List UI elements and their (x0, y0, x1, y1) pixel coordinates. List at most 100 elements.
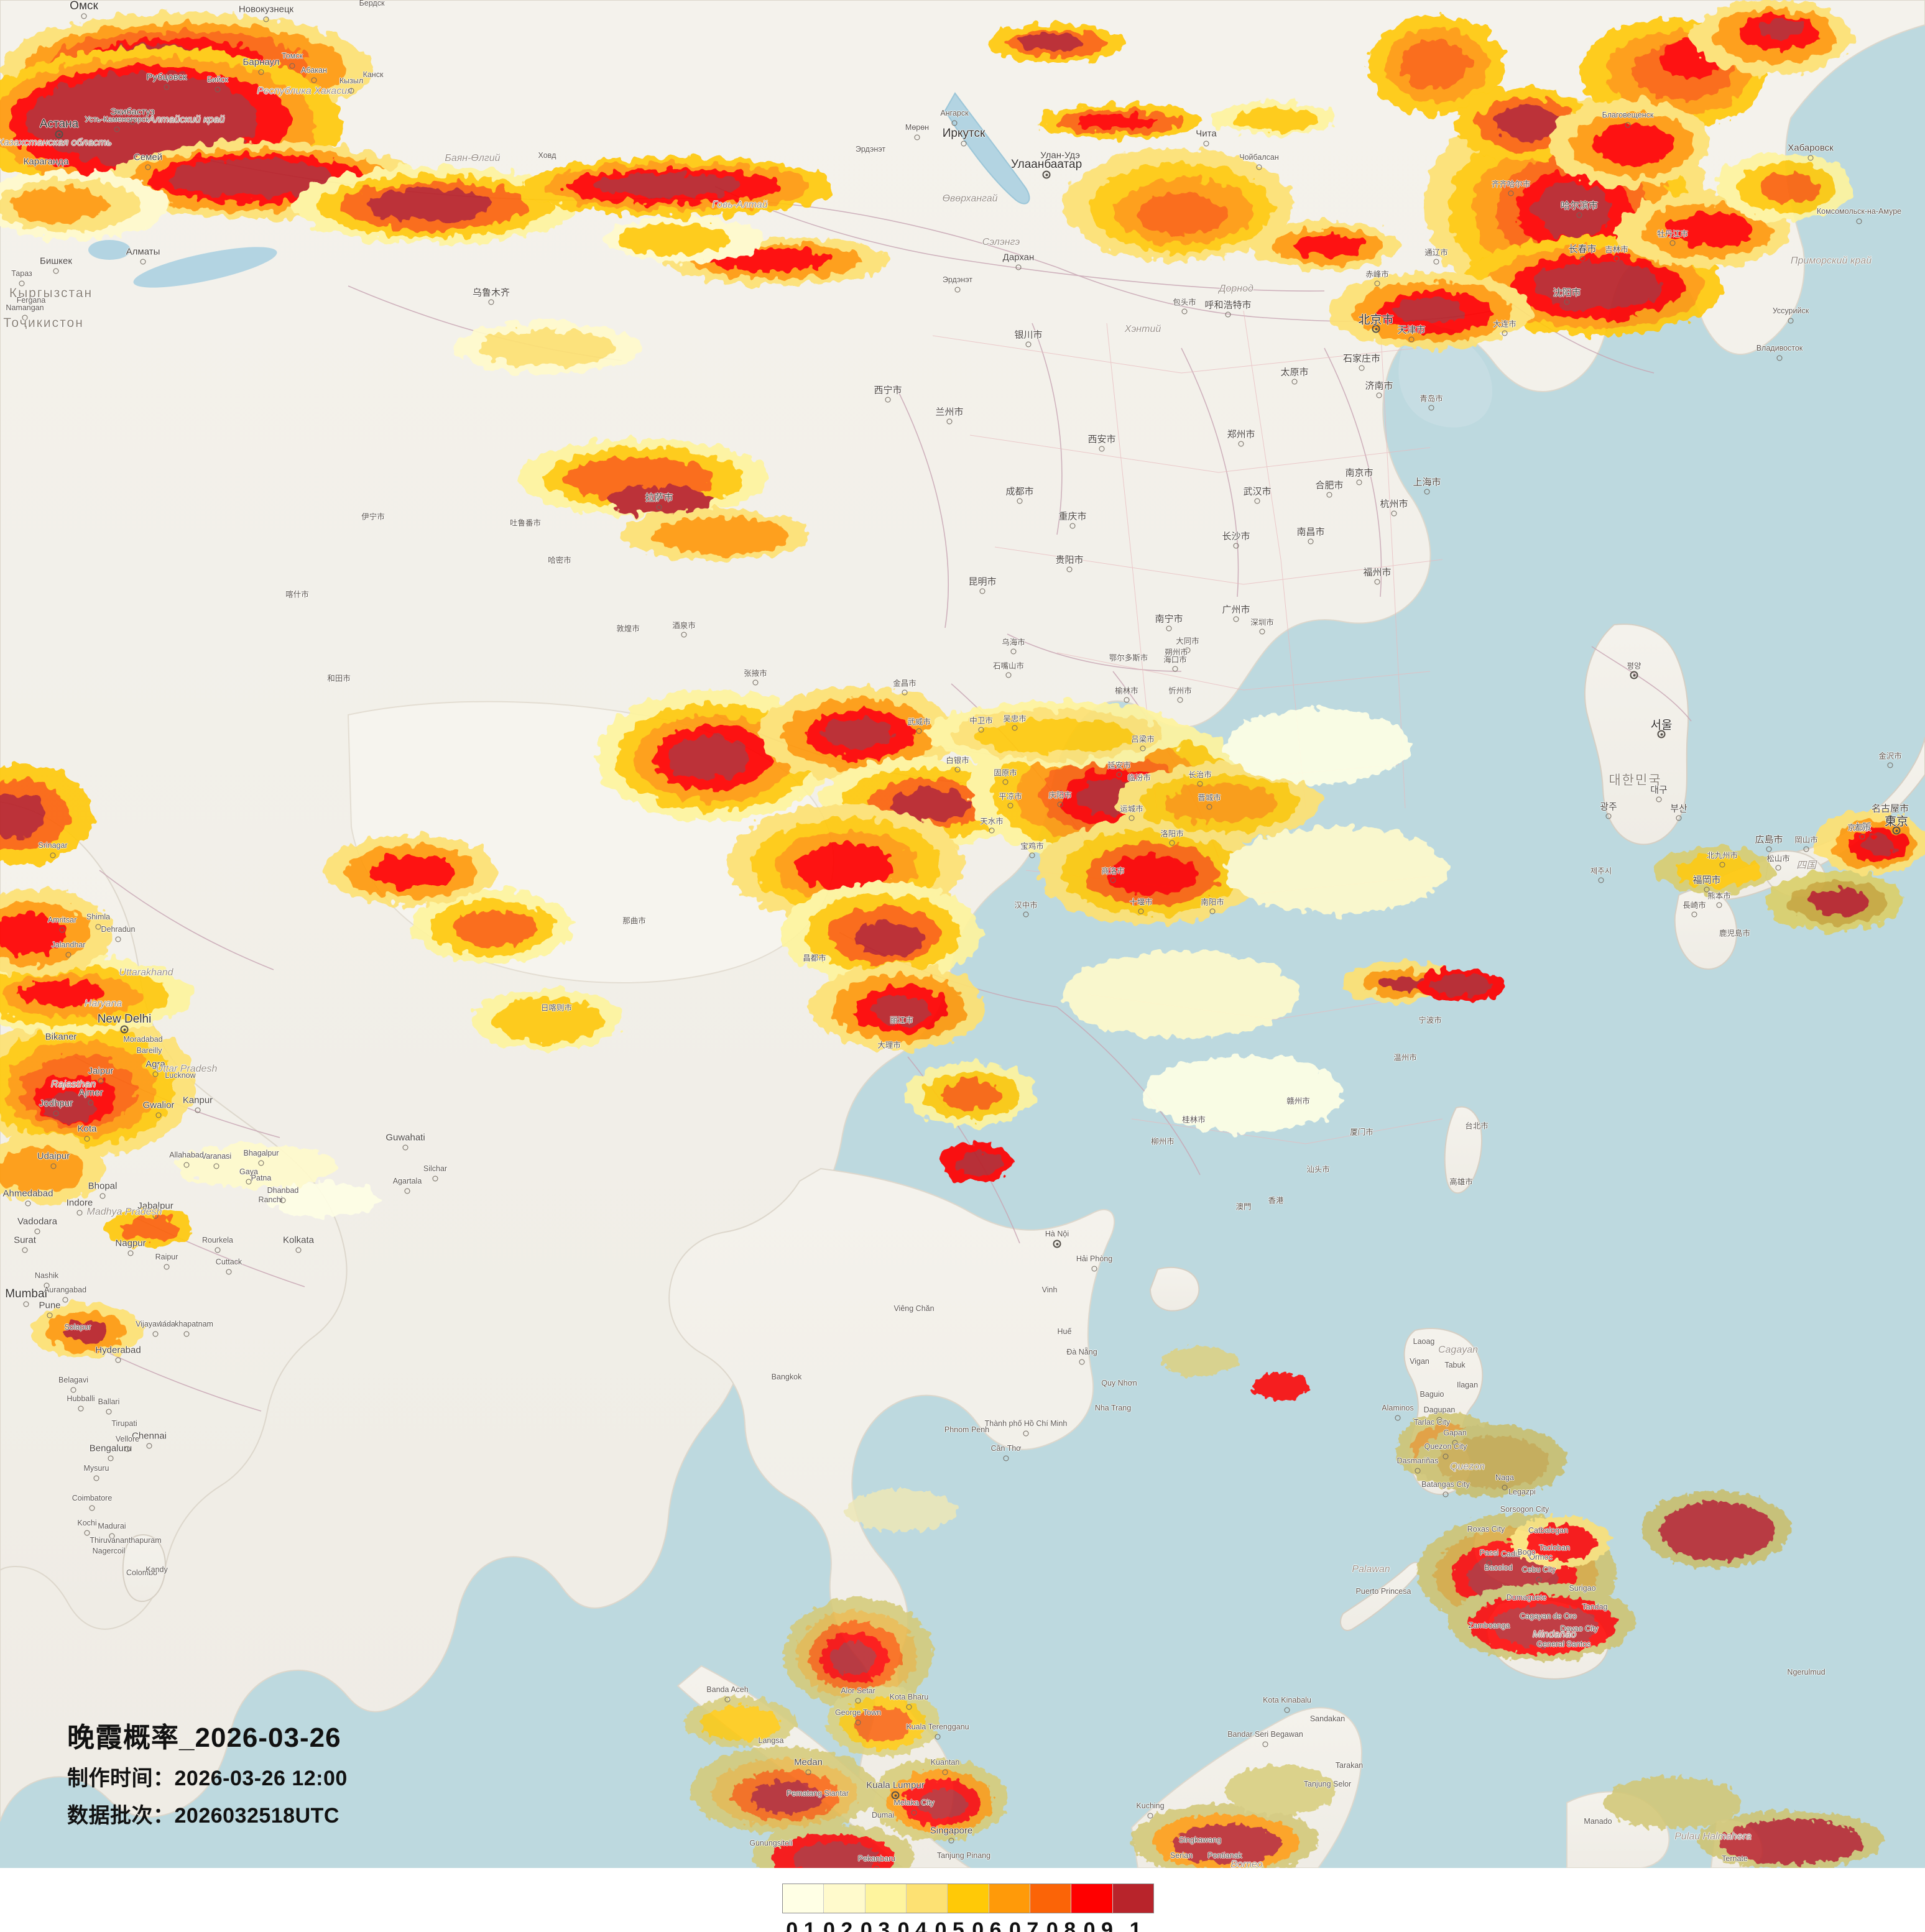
city-marker-icon (25, 1200, 31, 1207)
map-place-label: Тараз (11, 269, 32, 278)
city-marker-icon (140, 259, 146, 265)
map-place-label: Владивосток (1756, 344, 1803, 352)
map-place-label: 武威市 (907, 717, 931, 727)
map-place-label: Singkawang (1178, 1836, 1222, 1844)
map-place-label: Kolkata (282, 1235, 315, 1246)
map-place-label: Rourkela (201, 1236, 234, 1244)
city-marker-icon (146, 1443, 152, 1449)
map-place-label: 中卫市 (969, 716, 993, 725)
map-place-label: Legazpi (1508, 1488, 1536, 1496)
map-place-label: 岡山市 (1794, 835, 1818, 845)
map-place-label: Medan (794, 1757, 823, 1768)
capital-marker-icon (1892, 826, 1901, 835)
map-place-label: Colombo (126, 1568, 158, 1577)
map-place-label: Cagayan de Oro (1520, 1612, 1577, 1621)
map-place-label: Ilagan (1456, 1381, 1479, 1389)
map-place-label: Udaipur (37, 1151, 70, 1162)
city-marker-icon (951, 120, 958, 126)
map-place-label: Барнаул (242, 57, 280, 68)
city-marker-icon (289, 63, 295, 69)
city-marker-icon (295, 1247, 302, 1253)
city-marker-icon (1452, 1440, 1458, 1446)
map-place-label: 兰州市 (935, 407, 964, 418)
map-place-label: Тоҷикистон (3, 316, 84, 330)
city-marker-icon (109, 1533, 115, 1539)
map-place-label: Aurangabad (44, 1286, 87, 1294)
city-marker-icon (81, 13, 87, 19)
map-place-label: 乌海市 (1002, 638, 1025, 647)
map-place-label: Дархан (1002, 252, 1035, 263)
city-marker-icon (1376, 392, 1382, 398)
map-place-label: 石嘴山市 (992, 661, 1025, 671)
map-place-label: Phnom Penh (944, 1425, 990, 1434)
city-marker-icon (1308, 538, 1314, 545)
city-marker-icon (1508, 190, 1514, 196)
city-marker-icon (53, 268, 59, 274)
map-place-label: 南京市 (1345, 467, 1373, 479)
city-marker-icon (1233, 616, 1239, 622)
map-place-label: Alaminos (1382, 1404, 1414, 1412)
map-place-label: Uttarakhand (119, 967, 173, 978)
city-marker-icon (1502, 330, 1508, 336)
city-marker-icon (656, 504, 662, 510)
city-marker-icon (152, 1213, 159, 1219)
colorbar-tick-0.8: 0.8 (1046, 1918, 1076, 1932)
map-place-label: Bhagalpur (243, 1149, 279, 1157)
colorbar-tick-0.6: 0.6 (972, 1918, 1002, 1932)
map-place-label: Bikaner (45, 1031, 77, 1042)
map-place-label: Tabuk (1444, 1361, 1466, 1369)
map-place-label: Ajmer (78, 1087, 103, 1098)
city-marker-icon (1486, 1560, 1492, 1566)
city-marker-icon (1579, 255, 1586, 262)
map-canvas[interactable]: Омск Новокузнецк Бердск Барнаул Бийск Абакан Р… (0, 0, 1925, 1868)
map-place-label: 鄂尔多斯市 (1109, 653, 1148, 663)
city-marker-icon (1776, 355, 1783, 361)
map-place-label: 南阳市 (1201, 898, 1224, 907)
city-marker-icon (124, 1446, 131, 1452)
map-place-label: 通辽市 (1424, 248, 1448, 257)
city-marker-icon (1181, 308, 1188, 315)
city-marker-icon (258, 1160, 264, 1166)
probability-colorbar[interactable]: 0.1 0.2 0.3 0.4 0.5 0.6 0.7 0.8 0.9 1 (782, 1884, 1154, 1932)
map-place-label: Абакан (301, 66, 327, 75)
colorbar-swatches (782, 1884, 1154, 1913)
city-marker-icon (70, 1387, 76, 1393)
map-place-label: Gaya (239, 1167, 258, 1176)
map-place-label: Nha Trang (1094, 1404, 1132, 1412)
city-marker-icon (183, 1162, 190, 1168)
map-place-label: 大阪 (1852, 822, 1872, 833)
map-place-label: Jaipur (88, 1065, 114, 1077)
colorbar-swatch-3 (864, 1884, 906, 1913)
city-marker-icon (1172, 666, 1178, 672)
map-place-label: Pontianak (1207, 1851, 1242, 1860)
map-place-label: 福州市 (1363, 567, 1392, 578)
city-marker-icon (76, 1210, 83, 1216)
map-place-label: Kuantan (930, 1758, 960, 1767)
city-marker-icon (1395, 1415, 1401, 1421)
city-marker-icon (213, 1163, 219, 1169)
city-marker-icon (942, 1769, 948, 1775)
colorbar-tick-0.3: 0.3 (860, 1918, 890, 1932)
map-place-label: 昌都市 (803, 954, 826, 963)
city-marker-icon (115, 936, 121, 942)
map-place-label: Tandag (1582, 1603, 1608, 1611)
map-place-label: Tarlac City (1413, 1418, 1451, 1427)
city-marker-icon (1291, 379, 1298, 385)
map-place-label: Nashik (34, 1271, 59, 1280)
map-place-label: 대한민국 (1609, 773, 1662, 788)
city-marker-icon (906, 1704, 912, 1710)
map-place-label: Allahabad (169, 1151, 204, 1159)
city-marker-icon (954, 766, 961, 773)
map-place-label: 太原市 (1280, 367, 1309, 378)
map-place-label: 伊宁市 (361, 512, 385, 522)
city-marker-icon (1203, 140, 1209, 147)
map-place-label: Kanpur (182, 1095, 213, 1106)
map-place-label: 厦门市 (1350, 1128, 1373, 1137)
map-place-label: Говь-Алтай (712, 200, 768, 210)
map-place-label: Varanasi (201, 1152, 232, 1161)
map-place-label: Kota Bharu (889, 1693, 929, 1701)
city-marker-icon (1576, 212, 1582, 218)
map-place-label: 大理市 (877, 1041, 901, 1050)
city-marker-icon (44, 1282, 50, 1289)
city-marker-icon (1005, 672, 1012, 678)
